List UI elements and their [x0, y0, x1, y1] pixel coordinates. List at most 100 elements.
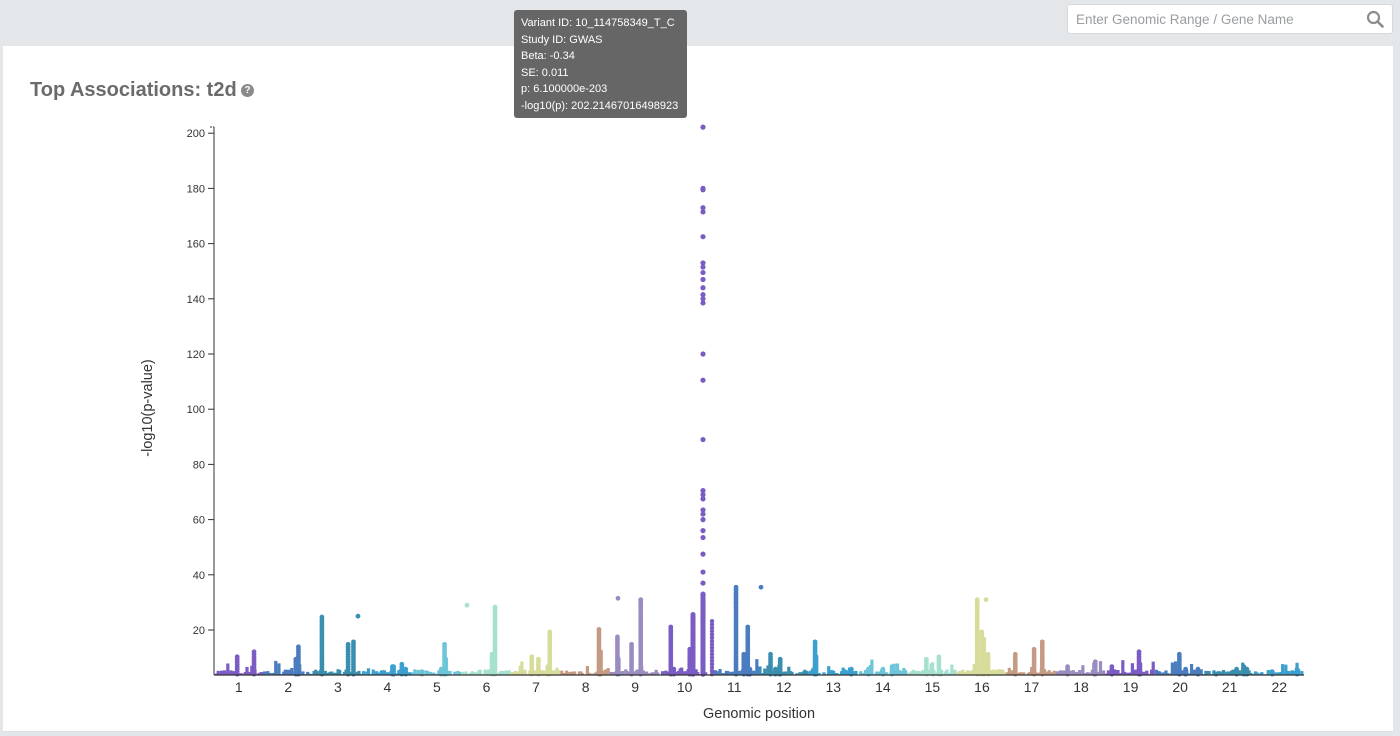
x-tick-label: 14 [875, 679, 891, 695]
variant-point[interactable] [700, 205, 706, 211]
y-axis: 20 40 60 80 100 120 140 160 180 200 [187, 126, 215, 675]
variant-point[interactable] [700, 234, 706, 240]
tooltip-variant-id: Variant ID: 10_114758349_T_C [521, 17, 675, 29]
variant-point[interactable] [983, 597, 989, 603]
tooltip-log10p: -log10(p): 202.21467016498923 [521, 99, 679, 112]
chromosome-1-points[interactable] [215, 649, 263, 677]
x-tick-label: 11 [727, 679, 742, 695]
associations-card: Top Associations: t2d ? [3, 46, 1393, 732]
chromosome-9-points[interactable] [609, 597, 660, 677]
variant-point[interactable] [700, 264, 706, 270]
x-tick-label: 15 [925, 679, 941, 695]
variant-point[interactable] [700, 377, 706, 383]
variant-point[interactable] [700, 528, 706, 534]
chromosome-16-points[interactable] [956, 597, 1007, 677]
chromosome-12-points[interactable] [758, 651, 808, 677]
chromosome-14-points[interactable] [859, 659, 908, 677]
variant-point[interactable] [355, 613, 361, 619]
y-tick-label: 180 [187, 183, 205, 195]
variant-point[interactable] [700, 269, 706, 276]
y-tick-label: 200 [187, 128, 205, 140]
tooltip-p: p: 6.100000e-203 [521, 83, 608, 95]
x-tick-label: 22 [1271, 679, 1287, 695]
chromosome-20-points[interactable] [1154, 651, 1205, 677]
x-tick-label: 17 [1024, 679, 1040, 695]
x-tick-label: 13 [826, 679, 842, 695]
chromosome-11-points[interactable] [710, 584, 759, 677]
chromosome-3-points[interactable] [312, 614, 363, 677]
x-tick-label: 1 [235, 679, 243, 695]
chromosome-22-points[interactable] [1253, 662, 1304, 677]
chromosome-2-points[interactable] [262, 644, 313, 677]
x-tick-label: 8 [582, 679, 590, 695]
variant-point[interactable] [700, 517, 706, 523]
variant-point[interactable] [700, 292, 706, 298]
variant-tooltip: Variant ID: 10_114758349_T_C Study ID: G… [514, 10, 687, 118]
chromosome-18-points[interactable] [1055, 659, 1106, 677]
search-input[interactable] [1068, 5, 1366, 33]
y-tick-label: 100 [187, 404, 205, 416]
x-tick-label: 3 [334, 679, 342, 695]
variant-point[interactable] [700, 488, 706, 494]
variant-point[interactable] [700, 260, 706, 266]
tooltip-beta: Beta: -0.34 [521, 50, 575, 62]
variant-point[interactable] [700, 124, 706, 130]
variant-point[interactable] [700, 276, 706, 283]
variant-point[interactable] [700, 187, 706, 193]
x-tick-label: 7 [532, 679, 540, 695]
x-tick-label: 4 [384, 679, 392, 695]
variant-point[interactable] [700, 507, 706, 513]
y-tick-label: 140 [187, 294, 205, 306]
chromosome-15-points[interactable] [907, 654, 957, 677]
x-tick-label: 21 [1222, 679, 1238, 695]
x-tick-label: 18 [1073, 679, 1089, 695]
variant-point[interactable] [700, 436, 706, 443]
y-tick-label: 40 [193, 570, 205, 582]
variant-point[interactable] [700, 300, 706, 306]
variant-point[interactable] [464, 602, 470, 608]
variant-point[interactable] [700, 209, 706, 215]
variant-point[interactable] [700, 285, 706, 291]
chromosome-7-points[interactable] [510, 629, 561, 677]
chromosome-10-signal[interactable] [690, 124, 715, 677]
variant-point[interactable] [700, 591, 706, 597]
tooltip-se: SE: 0.011 [521, 66, 569, 79]
variant-point[interactable] [700, 534, 706, 541]
chromosome-5-points[interactable] [411, 641, 462, 677]
page-title: Top Associations: t2d [30, 79, 237, 101]
x-tick-label: 19 [1123, 679, 1139, 695]
chromosome-6-points[interactable] [461, 604, 511, 677]
x-tick-label: 5 [433, 679, 441, 695]
variant-point[interactable] [700, 296, 706, 302]
chromosome-17-points[interactable] [1006, 639, 1056, 677]
x-axis-label: Genomic position [703, 706, 815, 722]
y-tick-label: 80 [193, 459, 205, 471]
y-tick-label: 60 [193, 515, 205, 527]
chromosome-19-points[interactable] [1105, 649, 1155, 677]
variant-point[interactable] [700, 351, 706, 357]
variant-point[interactable] [758, 584, 764, 590]
y-axis-label: -log10(p-value) [140, 359, 156, 457]
chromosome-8-points[interactable] [560, 627, 610, 677]
chromosome-4-points[interactable] [362, 661, 412, 677]
chromosome-13-points[interactable] [807, 639, 858, 677]
variant-point[interactable] [700, 511, 706, 517]
variant-point[interactable] [615, 595, 621, 601]
x-tick-label: 16 [974, 679, 990, 695]
x-tick-label: 10 [677, 679, 693, 695]
variant-point[interactable] [700, 580, 706, 586]
data-points[interactable] [215, 124, 1304, 677]
search-icon[interactable] [1366, 10, 1384, 28]
y-tick-label: 20 [193, 625, 205, 637]
variant-point[interactable] [700, 496, 706, 502]
x-tick-label: 6 [483, 679, 491, 695]
x-axis: 1 2 3 4 5 6 7 8 9 10 11 12 13 14 15 16 17 18 19 20 21 22 [214, 674, 1304, 695]
variant-point[interactable] [700, 492, 706, 498]
question-circle-icon[interactable]: ? [241, 84, 254, 97]
x-tick-label: 12 [776, 679, 792, 695]
chromosome-10-points[interactable] [659, 624, 708, 677]
variant-point[interactable] [700, 551, 706, 557]
variant-point[interactable] [700, 569, 706, 575]
search-box[interactable] [1067, 4, 1393, 34]
